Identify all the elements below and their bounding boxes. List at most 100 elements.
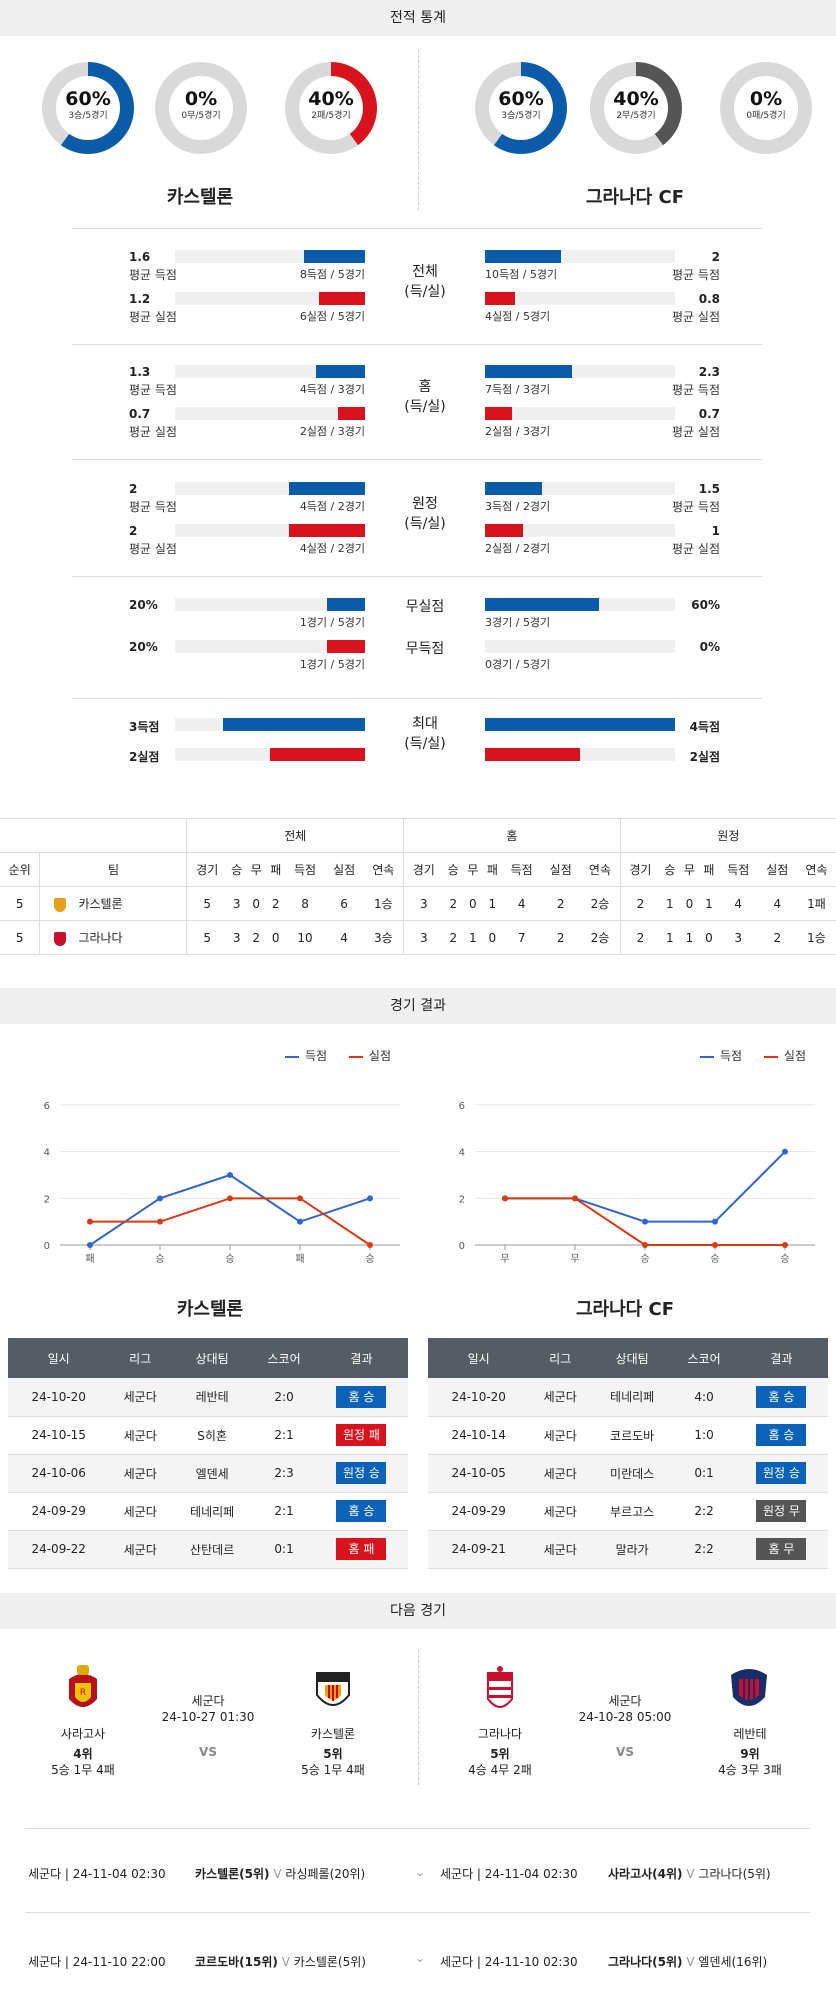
results-cell: 24-09-29 bbox=[8, 1492, 110, 1531]
stat-cell: 7 bbox=[502, 920, 542, 955]
right-chart-title: 그라나다 CF bbox=[575, 1299, 674, 1320]
donut-center: 0% 0패/5경기 bbox=[734, 76, 798, 140]
donut-percent: 40% bbox=[308, 88, 354, 110]
castellon-crest-icon bbox=[316, 1672, 350, 1706]
results-cell: 홈 승 bbox=[314, 1492, 408, 1531]
left-bar bbox=[289, 524, 365, 537]
results-cell: 2:2 bbox=[673, 1530, 735, 1569]
left-value: 20% bbox=[129, 640, 158, 654]
right-count: 3경기 / 5경기 bbox=[485, 616, 551, 629]
left-bar-track bbox=[175, 640, 365, 653]
legend-scored: 득점 bbox=[720, 1049, 743, 1063]
results-cell: 원정 승 bbox=[314, 1454, 408, 1493]
chevron-down-icon[interactable]: ⌄ bbox=[415, 1865, 426, 1879]
results-cell: 24-09-22 bbox=[8, 1530, 110, 1569]
data-point bbox=[297, 1195, 303, 1202]
category-name: 전체 bbox=[412, 264, 438, 280]
left-value: 2 bbox=[129, 482, 138, 496]
legend-conceded-swatch bbox=[348, 1055, 363, 1058]
right-label: 평균 실점 bbox=[672, 425, 720, 439]
col-header: 득점 bbox=[502, 852, 542, 887]
right-label: 평균 실점 bbox=[672, 310, 720, 324]
record-donut: 60% 3승/5경기 bbox=[42, 62, 134, 154]
donut-caption: 0무/5경기 bbox=[181, 111, 221, 121]
left-count: 6실점 / 5경기 bbox=[299, 310, 365, 323]
results-cell: 2:2 bbox=[673, 1492, 735, 1531]
results-col-header: 리그 bbox=[109, 1338, 172, 1378]
left-value: 2 bbox=[129, 524, 138, 538]
right-value: 0.8 bbox=[698, 292, 720, 306]
rank-cell: 5 bbox=[0, 920, 40, 955]
fixture-away: 카스텔론(5위) bbox=[293, 1955, 366, 1969]
category-name: 원정 bbox=[412, 496, 438, 512]
data-point bbox=[87, 1218, 93, 1225]
right-bar-track bbox=[485, 292, 675, 305]
x-tick-label: 승 bbox=[225, 1253, 234, 1265]
record-donut: 40% 2패/5경기 bbox=[285, 62, 377, 154]
donut-percent: 0% bbox=[184, 88, 218, 110]
legend-scored-swatch bbox=[700, 1055, 714, 1058]
col-header: 무 bbox=[246, 852, 266, 887]
left-value: 1.2 bbox=[129, 292, 151, 306]
donut-percent: 40% bbox=[613, 88, 659, 110]
category-label: 전체 (득/실) bbox=[385, 262, 465, 302]
fixture-home: 사라고사(4위) bbox=[608, 1867, 683, 1881]
results-cell: 24-09-29 bbox=[428, 1492, 530, 1531]
next-left-league: 세군다 bbox=[191, 1694, 225, 1708]
results-header-row: 일시 리그 상대팀 스코어 결과 bbox=[8, 1338, 408, 1378]
col-header: 연속 bbox=[580, 852, 621, 887]
results-cell: 세군다 bbox=[529, 1378, 592, 1417]
left-team-name: 카스텔론 bbox=[166, 187, 234, 208]
col-header: 실점 bbox=[324, 852, 364, 887]
stat-cell: 1승 bbox=[363, 886, 404, 921]
standings-table: 전체 홈 원정 순위 팀 경기 승 무 패 득점 실점 연속 경기 승 무 패 득점 실점 연속 경기 승 무 패 득점… bbox=[0, 818, 836, 955]
fixture-2-right-meta: 세군다 | 24-11-10 02:30 bbox=[440, 1955, 578, 1969]
stat-cell: 8 bbox=[285, 886, 325, 921]
donut-percent: 60% bbox=[65, 88, 111, 110]
results-col-header: 결과 bbox=[734, 1338, 828, 1378]
chevron-down-icon[interactable]: ⌄ bbox=[415, 1951, 426, 1965]
right-bar bbox=[485, 250, 561, 263]
col-header: 승 bbox=[443, 852, 464, 887]
y-tick-label: 6 bbox=[44, 1101, 50, 1112]
col-header: 무 bbox=[463, 852, 483, 887]
left-value: 20% bbox=[129, 598, 158, 612]
fixture-2-left-meta: 세군다 | 24-11-10 22:00 bbox=[28, 1955, 166, 1969]
y-tick-label: 2 bbox=[459, 1194, 465, 1205]
results-col-header: 일시 bbox=[8, 1338, 110, 1378]
col-header: 연속 bbox=[363, 852, 404, 887]
group-home: 홈 bbox=[403, 818, 621, 853]
next-left-date: 24-10-27 01:30 bbox=[161, 1710, 255, 1724]
stat-cell: 2 bbox=[757, 920, 797, 955]
next-left-home-record: 5승 1무 4패 bbox=[51, 1763, 115, 1777]
left-count: 8득점 / 5경기 bbox=[299, 268, 365, 281]
left-bar bbox=[304, 250, 365, 263]
section-header-results: 경기 결과 bbox=[0, 988, 836, 1024]
donut-center: 60% 3승/5경기 bbox=[56, 76, 120, 140]
left-max-scored: 3득점 bbox=[129, 720, 160, 734]
donut-caption: 0패/5경기 bbox=[746, 111, 786, 121]
next-right-home-name: 그라나다 bbox=[477, 1727, 523, 1741]
results-cell: 24-10-20 bbox=[8, 1378, 110, 1417]
result-badge: 원정 승 bbox=[756, 1462, 807, 1484]
results-col-header: 스코어 bbox=[253, 1338, 315, 1378]
next-right-date: 24-10-28 05:00 bbox=[578, 1710, 672, 1724]
left-bar bbox=[319, 292, 365, 305]
results-cell: 원정 무 bbox=[734, 1492, 828, 1531]
result-badge: 원정 무 bbox=[756, 1500, 807, 1522]
right-label: 평균 득점 bbox=[672, 500, 720, 514]
col-header: 연속 bbox=[796, 852, 836, 887]
col-header: 경기 bbox=[186, 852, 227, 887]
stat-cell: 1 bbox=[463, 920, 483, 955]
category-label: 원정 (득/실) bbox=[385, 494, 465, 534]
legend-conceded: 실점 bbox=[368, 1049, 392, 1063]
fixture-2-right-match: 그라나다(5위) V 엘덴세(16위) bbox=[608, 1953, 767, 1970]
col-header: 득점 bbox=[718, 852, 758, 887]
stat-cell: 0 bbox=[246, 886, 266, 921]
stat-cell: 0 bbox=[265, 920, 286, 955]
chart-legend-right: 득점 실점 bbox=[700, 1047, 806, 1064]
x-tick-label: 승 bbox=[780, 1253, 789, 1265]
stat-cell: 2 bbox=[541, 920, 581, 955]
stat-cell: 2승 bbox=[580, 886, 621, 921]
stat-cell: 2 bbox=[541, 886, 581, 921]
